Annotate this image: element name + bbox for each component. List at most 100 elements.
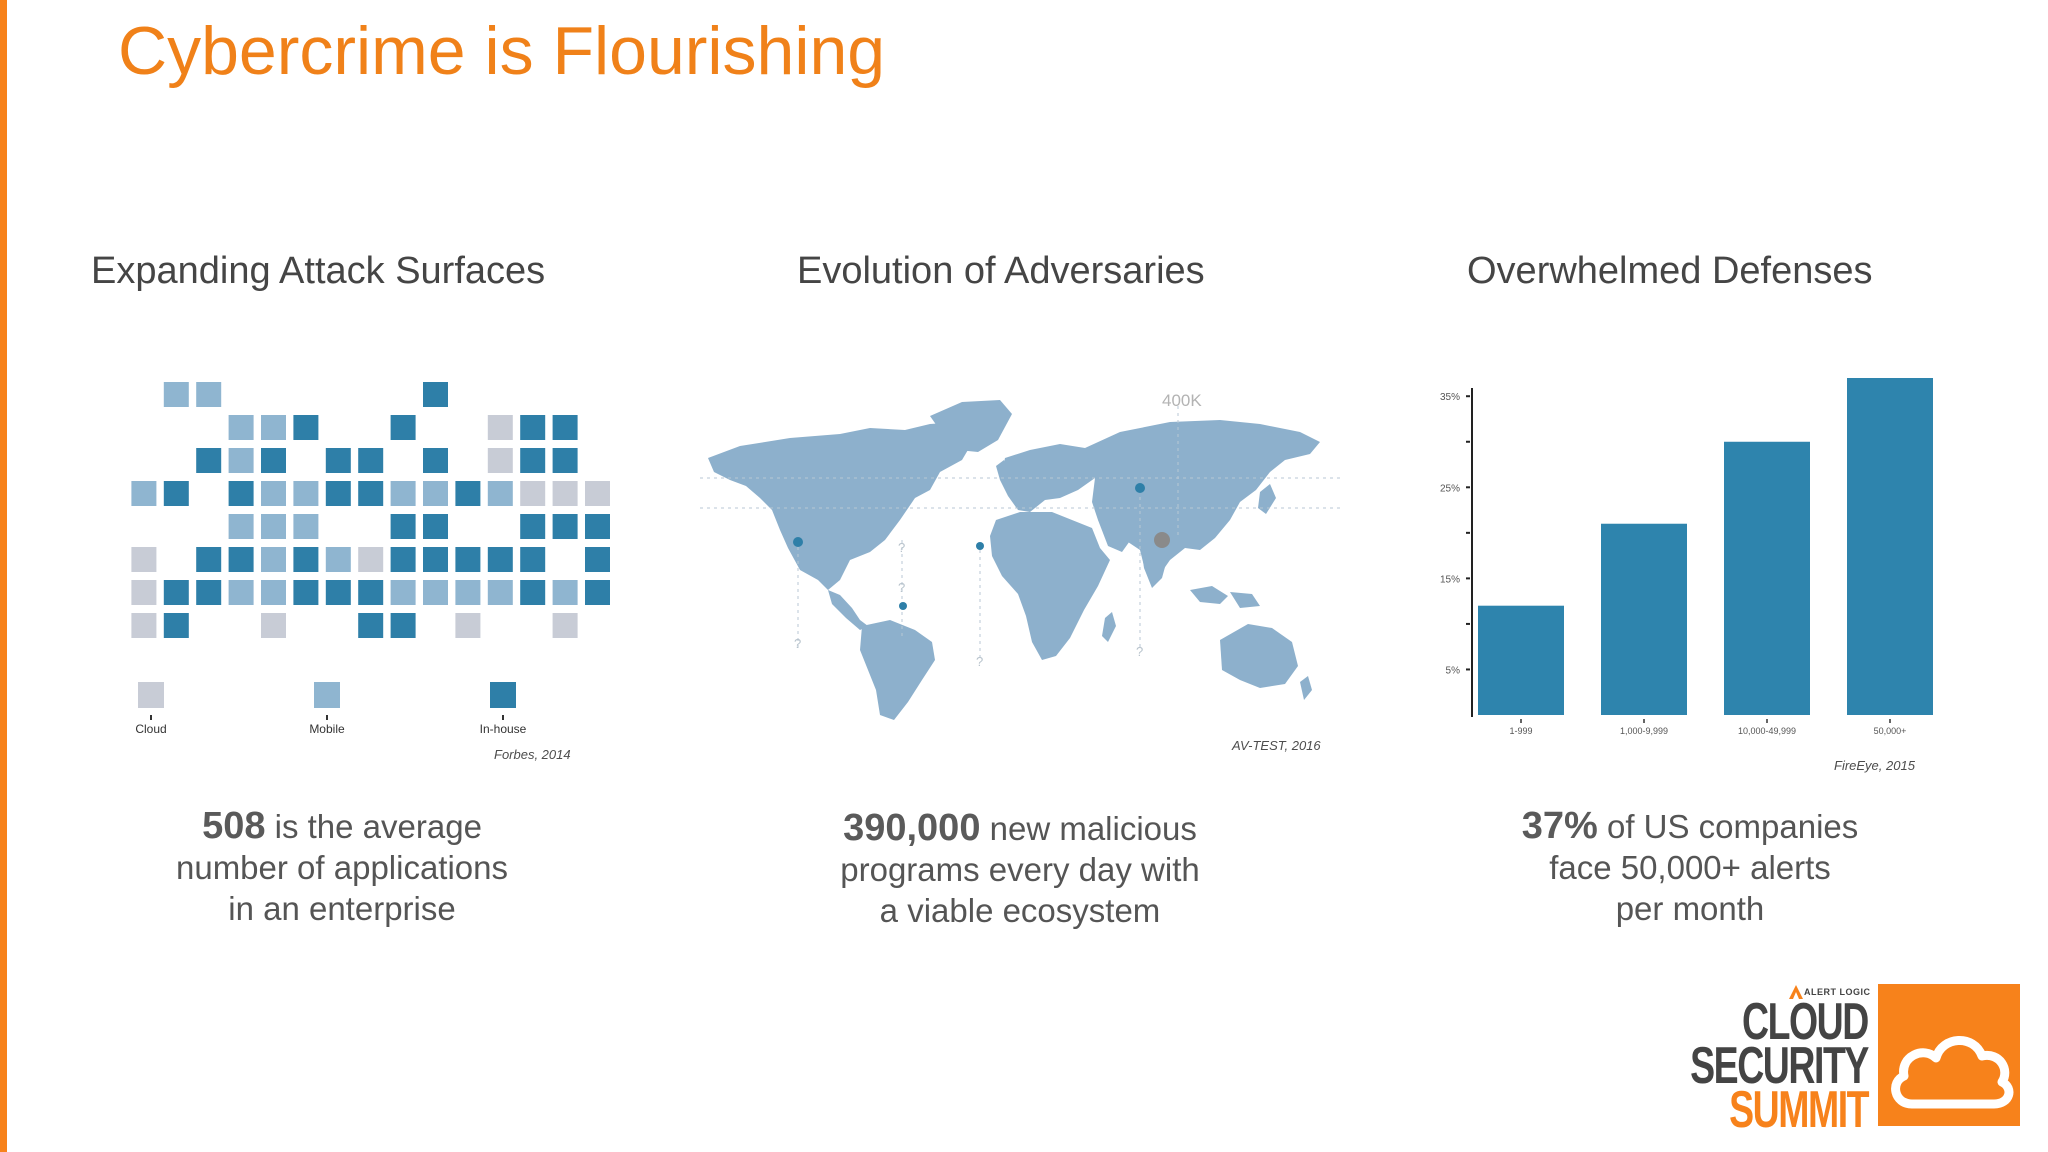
waffle-cell — [520, 514, 546, 539]
india — [1140, 540, 1168, 588]
source-av-test: AV-TEST, 2016 — [1232, 738, 1321, 753]
waffle-cell — [131, 547, 157, 572]
alerts-bar-chart: 35% 25% 15% 5% 1-999 1,000-9,999 10,000-49,999… — [1440, 378, 1933, 736]
waffle-cell — [131, 481, 157, 506]
stat-number: 508 — [202, 805, 266, 847]
waffle-cell — [228, 547, 254, 572]
logo-line-3: SUMMIT — [1728, 1081, 1869, 1139]
waffle-cell — [585, 580, 610, 605]
stat-number: 390,000 — [843, 807, 981, 849]
waffle-cell — [261, 613, 286, 638]
waffle-cell — [520, 481, 546, 506]
stat-text: programs every day with — [840, 851, 1200, 888]
waffle-cell — [196, 580, 222, 605]
cloud-icon — [1891, 1036, 2014, 1109]
waffle-cell — [196, 547, 222, 572]
legend-label: Mobile — [309, 722, 345, 736]
waffle-cell — [423, 448, 448, 473]
waffle-cell — [293, 481, 319, 506]
y-tick-label: 25% — [1440, 483, 1460, 494]
y-tick-label: 35% — [1440, 392, 1460, 403]
stat-text: of US companies — [1597, 808, 1859, 845]
waffle-cell — [423, 481, 448, 506]
attack-surface-waffle: Cloud Mobile In-house — [131, 382, 610, 736]
waffle-cell — [552, 415, 578, 440]
cloud-security-summit-logo: ALERT LOGIC CLOUD SECURITY SUMMIT — [1690, 978, 2020, 1136]
waffle-cell — [423, 514, 448, 539]
waffle-cell — [390, 415, 416, 440]
waffle-cell — [423, 382, 448, 407]
waffle-cell — [585, 514, 610, 539]
waffle-cell — [552, 481, 578, 506]
stat-text: face 50,000+ alerts — [1549, 849, 1831, 886]
legend-swatch — [138, 682, 164, 708]
legend-label: Cloud — [135, 722, 166, 736]
waffle-cell — [131, 613, 157, 638]
waffle-cell — [293, 580, 319, 605]
waffle-cell — [552, 448, 578, 473]
europe — [1000, 444, 1098, 512]
waffle-cell — [487, 547, 513, 572]
waffle-cell — [487, 580, 513, 605]
waffle-cell — [455, 547, 481, 572]
waffle-cell — [552, 580, 578, 605]
se-asia-islands — [1190, 586, 1260, 608]
waffle-cell — [358, 547, 384, 572]
logo-orange-box — [1878, 984, 2020, 1126]
bar — [1724, 441, 1810, 715]
waffle-cell — [552, 613, 578, 638]
stat-text: a viable ecosystem — [879, 892, 1161, 929]
uk — [996, 460, 1008, 480]
waffle-cell — [520, 448, 546, 473]
source-fireeye: FireEye, 2015 — [1834, 758, 1915, 773]
logo-brand: ALERT LOGIC — [1804, 987, 1871, 997]
stat-text: in an enterprise — [228, 890, 456, 927]
legend-swatch — [490, 682, 516, 708]
logo-line-1: CLOUD — [1742, 993, 1869, 1051]
x-tick-label: 50,000+ — [1874, 726, 1907, 736]
waffle-cell — [261, 415, 286, 440]
waffle-cell — [228, 580, 254, 605]
waffle-cell — [261, 481, 286, 506]
stat-text: per month — [1615, 890, 1765, 927]
waffle-cell — [131, 580, 157, 605]
waffle-cell — [487, 481, 513, 506]
north-america — [708, 422, 975, 590]
stat-malware: 390,000 new malicious programs every day… — [760, 808, 1280, 931]
waffle-cell — [325, 448, 351, 473]
waffle-cell — [487, 448, 513, 473]
waffle-cell — [455, 481, 481, 506]
waffle-cell — [325, 547, 351, 572]
heading-adversaries: Evolution of Adversaries — [797, 250, 1205, 292]
waffle-cell — [520, 547, 546, 572]
waffle-cell — [196, 448, 222, 473]
stat-text: is the average — [265, 808, 482, 845]
waffle-cell — [423, 547, 448, 572]
x-tick-label: 1-999 — [1509, 726, 1532, 736]
bar — [1847, 378, 1933, 715]
waffle-cell — [358, 613, 384, 638]
waffle-cell — [196, 382, 222, 407]
waffle-cell — [358, 580, 384, 605]
waffle-cell — [228, 448, 254, 473]
waffle-cell — [358, 481, 384, 506]
waffle-cell — [390, 613, 416, 638]
waffle-cell — [455, 613, 481, 638]
y-tick-label: 5% — [1446, 665, 1461, 676]
waffle-cell — [293, 514, 319, 539]
alert-logic-icon — [1789, 985, 1803, 999]
waffle-cell — [261, 580, 286, 605]
y-tick-label: 15% — [1440, 574, 1460, 585]
waffle-cell — [390, 481, 416, 506]
stat-number: 37% — [1521, 805, 1598, 847]
south-america — [860, 620, 935, 720]
waffle-cell — [390, 547, 416, 572]
accent-bar — [0, 0, 7, 1152]
waffle-cell — [163, 481, 189, 506]
waffle-cell — [163, 382, 189, 407]
madagascar — [1102, 612, 1116, 642]
waffle-cell — [552, 514, 578, 539]
waffle-cell — [520, 580, 546, 605]
x-tick-label: 10,000-49,999 — [1738, 726, 1796, 736]
waffle-cell — [261, 547, 286, 572]
